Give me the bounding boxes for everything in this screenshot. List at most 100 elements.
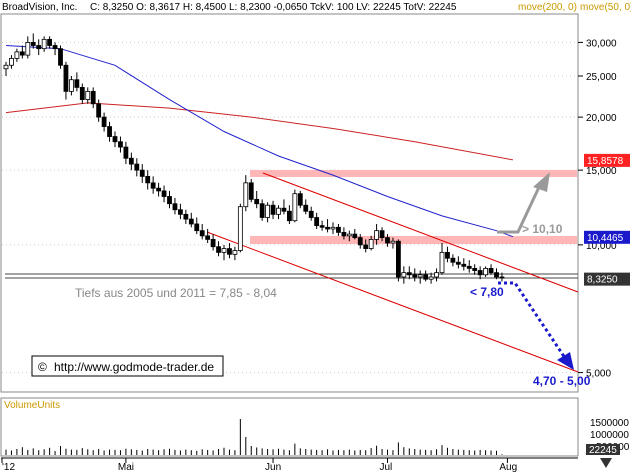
candle-body-68 bbox=[374, 230, 380, 240]
candle-body-20 bbox=[112, 136, 118, 143]
candle-body-51 bbox=[281, 207, 287, 212]
candle-body-17 bbox=[96, 103, 102, 118]
candle-body-42 bbox=[232, 250, 238, 255]
candle-body-83 bbox=[455, 261, 461, 265]
candle-body-78 bbox=[428, 276, 434, 280]
volume-panel bbox=[0, 397, 579, 457]
candle-body-22 bbox=[123, 146, 129, 159]
candle-body-9 bbox=[52, 45, 58, 50]
candle-body-31 bbox=[172, 203, 178, 211]
x-tick-label-4: Aug bbox=[499, 462, 517, 473]
candle-body-71 bbox=[390, 240, 396, 244]
candle-body-37 bbox=[205, 235, 211, 240]
candle-body-3 bbox=[19, 51, 25, 56]
candle-body-61 bbox=[336, 226, 341, 233]
candle-body-59 bbox=[325, 226, 330, 230]
candle-body-38 bbox=[210, 239, 216, 248]
candle-body-16 bbox=[90, 90, 96, 105]
candle-body-24 bbox=[134, 163, 140, 171]
candle-body-8 bbox=[47, 38, 52, 46]
x-tick-label-2: Jun bbox=[265, 462, 281, 473]
candle-body-46 bbox=[254, 198, 260, 205]
price-box-label-1: 10,4465 bbox=[587, 233, 624, 244]
candle-body-2 bbox=[14, 51, 20, 59]
price-box-1 bbox=[584, 230, 630, 244]
candle-body-23 bbox=[128, 157, 134, 165]
candlesticks bbox=[3, 33, 505, 284]
candle-body-87 bbox=[477, 270, 483, 276]
candle-body-27 bbox=[150, 182, 156, 189]
candle-body-14 bbox=[79, 87, 85, 100]
volume-last-value: 22245 bbox=[589, 445, 617, 456]
candle-body-74 bbox=[406, 272, 412, 276]
up-arrow-head bbox=[533, 172, 550, 192]
candle-body-1 bbox=[9, 58, 14, 66]
candle-body-82 bbox=[450, 257, 456, 263]
x-tick-label-0: '12 bbox=[2, 462, 15, 473]
candle-body-70 bbox=[385, 237, 390, 244]
y-tick-label-4: 25,000 bbox=[586, 72, 617, 83]
candle-body-91 bbox=[499, 276, 505, 279]
candle-body-5 bbox=[30, 42, 36, 46]
candle-body-43 bbox=[237, 206, 243, 251]
candle-body-19 bbox=[107, 126, 112, 137]
candle-body-65 bbox=[357, 237, 363, 246]
volume-bars bbox=[5, 419, 503, 455]
candle-body-15 bbox=[85, 90, 91, 100]
volume-last-box bbox=[586, 444, 620, 455]
y-tick-label-3: 20,000 bbox=[586, 113, 617, 124]
y-tick-label-2: 15,000 bbox=[586, 166, 617, 177]
candle-body-40 bbox=[221, 248, 227, 253]
candle-body-49 bbox=[270, 204, 276, 215]
candle-body-39 bbox=[216, 246, 221, 253]
volume-tick-1: 1500000 bbox=[590, 418, 629, 429]
candle-body-41 bbox=[227, 248, 232, 255]
header-ma50-label: move(50, 0) bbox=[580, 2, 631, 13]
price-box-label-2: 8,3250 bbox=[587, 275, 618, 286]
candle-body-45 bbox=[248, 182, 254, 200]
candle-body-6 bbox=[36, 45, 42, 50]
candle-body-58 bbox=[319, 225, 325, 228]
price-box-0 bbox=[584, 153, 630, 167]
candle-body-79 bbox=[434, 272, 439, 278]
x-axis: '12MaiJunJulAugSep bbox=[1, 457, 578, 473]
header-ma200-label: move(200, 0) bbox=[518, 2, 577, 13]
header-bar bbox=[0, 0, 631, 12]
y-axis-ticks: 5,000 10,000 15,000 20,000 25,000 30,000 bbox=[578, 38, 617, 380]
candle-body-55 bbox=[303, 204, 309, 212]
y-tick-label-5: 30,000 bbox=[586, 38, 617, 49]
candle-body-10 bbox=[58, 48, 63, 66]
candle-body-4 bbox=[25, 42, 31, 56]
volume-label: VolumeUnits bbox=[4, 400, 60, 411]
candle-body-56 bbox=[308, 210, 314, 218]
resistance-band-15 bbox=[250, 170, 577, 177]
candle-body-63 bbox=[346, 233, 352, 237]
ma50-line bbox=[5, 45, 514, 238]
candle-body-47 bbox=[259, 203, 265, 218]
candle-body-76 bbox=[417, 274, 423, 278]
candle-body-30 bbox=[167, 196, 172, 205]
volume-scroll-icon[interactable] bbox=[600, 458, 612, 468]
copyright-box bbox=[31, 355, 224, 377]
channel-upper-line bbox=[262, 172, 579, 293]
candle-body-67 bbox=[368, 239, 374, 249]
candle-body-44 bbox=[243, 182, 249, 208]
target-up-label: > 10,10 bbox=[522, 222, 563, 236]
price-box-label-0: 15,8578 bbox=[587, 156, 624, 167]
copyright-link[interactable]: http://www.godmode-trader.de bbox=[54, 360, 214, 374]
candle-body-21 bbox=[118, 141, 123, 148]
x-tick-label-1: Mai bbox=[118, 462, 134, 473]
candle-body-77 bbox=[423, 274, 429, 280]
candle-body-81 bbox=[445, 251, 450, 259]
candle-body-53 bbox=[292, 193, 298, 222]
candle-body-75 bbox=[412, 274, 418, 278]
candle-body-25 bbox=[139, 169, 145, 177]
up-arrow-shaft bbox=[497, 184, 542, 234]
candle-body-7 bbox=[41, 38, 47, 50]
header-quote: C: 8,3250 O: 8,3617 H: 8,4500 L: 8,2300 … bbox=[90, 2, 457, 13]
candle-body-11 bbox=[63, 64, 69, 92]
candle-body-57 bbox=[314, 217, 320, 227]
candle-body-86 bbox=[472, 268, 478, 271]
candle-body-12 bbox=[69, 79, 74, 92]
